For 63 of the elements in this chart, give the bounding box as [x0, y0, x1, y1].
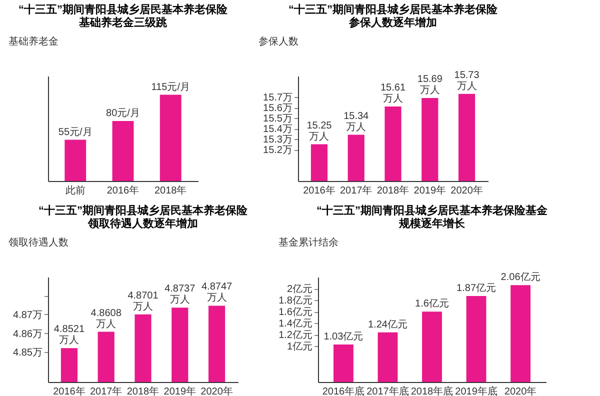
chart-title: “十三五”期间青阳县城乡居民基本养老保险 [18, 3, 228, 16]
x-tick-label: 2020年 [200, 386, 233, 396]
x-tick-label: 2019年 [164, 386, 196, 396]
y-axis-title: 基金累计结余 [278, 236, 338, 248]
x-tick-label: 2017年 [340, 184, 372, 196]
x-tick-label: 2020年 [504, 386, 537, 396]
data-label: 1.03亿元 [324, 332, 364, 342]
y-tick-label: 15.4万 [263, 124, 292, 135]
x-tick-label: 2020年 [450, 184, 483, 196]
data-label: 4.8737万人 [164, 284, 196, 306]
x-tick-label: 2018年底 [410, 386, 454, 396]
x-tick-label: 2018年 [154, 184, 187, 196]
data-label: 15.73万人 [454, 70, 480, 92]
data-label: 1.6亿元 [415, 298, 449, 310]
x-tick-label: 2019年 [414, 184, 446, 196]
x-tick-label: 此前 [65, 184, 86, 196]
data-label: 80元/月 [106, 108, 140, 119]
x-tick-label: 2018年 [126, 386, 160, 396]
chart-title: “十三五”期间青阳县城乡居民基本养老保险基金 [316, 204, 548, 217]
data-label: 15.61万人 [380, 82, 406, 104]
x-tick-label: 2016年 [303, 184, 336, 196]
chart-title: “十三五”期间青阳县城乡居民基本养老保险 [38, 204, 248, 217]
x-tick-label: 2017年底 [366, 386, 409, 396]
y-tick-label: 4.86万 [13, 328, 42, 340]
data-label: 15.34万人 [344, 110, 370, 133]
chart-subtitle: 规模逐年增长 [398, 217, 466, 230]
y-axis-title: 基础养老金 [8, 36, 58, 48]
x-tick-label: 2016年 [106, 184, 140, 196]
y-tick-label: 1亿元 [286, 342, 312, 353]
x-tick-label: 2019年底 [455, 386, 498, 396]
data-label: 4.8701万人 [128, 290, 159, 312]
y-tick-label: 15.3万 [263, 134, 292, 146]
x-tick-label: 2016年 [53, 386, 86, 396]
data-label: 55元/月 [58, 126, 92, 138]
y-tick-label: 1.2亿元 [278, 330, 312, 342]
data-label: 2.06亿元 [500, 272, 540, 284]
chart-subtitle: 参保人数逐年增加 [348, 16, 437, 29]
y-tick-label: 1.8亿元 [278, 296, 312, 307]
y-tick-label: 1.4亿元 [278, 318, 312, 330]
y-tick-label: 1.6亿元 [278, 307, 312, 318]
x-tick-label: 2016年底 [322, 386, 365, 396]
data-label: 4.8747万人 [201, 282, 233, 304]
y-tick-label: 15.5万 [263, 114, 292, 124]
x-tick-label: 2018年 [376, 184, 410, 196]
y-axis-title: 参保人数 [258, 36, 298, 48]
chart-title: “十三五”期间青阳县城乡居民基本养老保险 [288, 3, 498, 16]
chart-subtitle: 基础养老金三级跳 [78, 16, 168, 29]
y-tick-label: 15.7万 [263, 92, 292, 104]
y-tick-label: 2亿元 [286, 284, 312, 296]
data-label: 1.87亿元 [456, 283, 496, 294]
data-label: 4.8521万人 [54, 324, 85, 346]
y-tick-label: 4.87万 [13, 310, 42, 321]
chart-subtitle: 领取待遇人数逐年增加 [87, 217, 198, 230]
y-axis-title: 领取待遇人数 [8, 236, 68, 248]
x-tick-label: 2017年 [90, 386, 122, 396]
data-label: 15.69万人 [417, 74, 443, 96]
y-tick-label: 15.2万 [263, 145, 292, 156]
data-label: 115元/月 [151, 82, 190, 93]
data-label: 1.24亿元 [368, 319, 408, 330]
y-tick-label: 15.6万 [263, 103, 292, 114]
y-tick-label: 4.85万 [13, 348, 42, 358]
data-label: 4.8608万人 [90, 308, 122, 330]
data-label: 15.25万人 [306, 120, 332, 142]
